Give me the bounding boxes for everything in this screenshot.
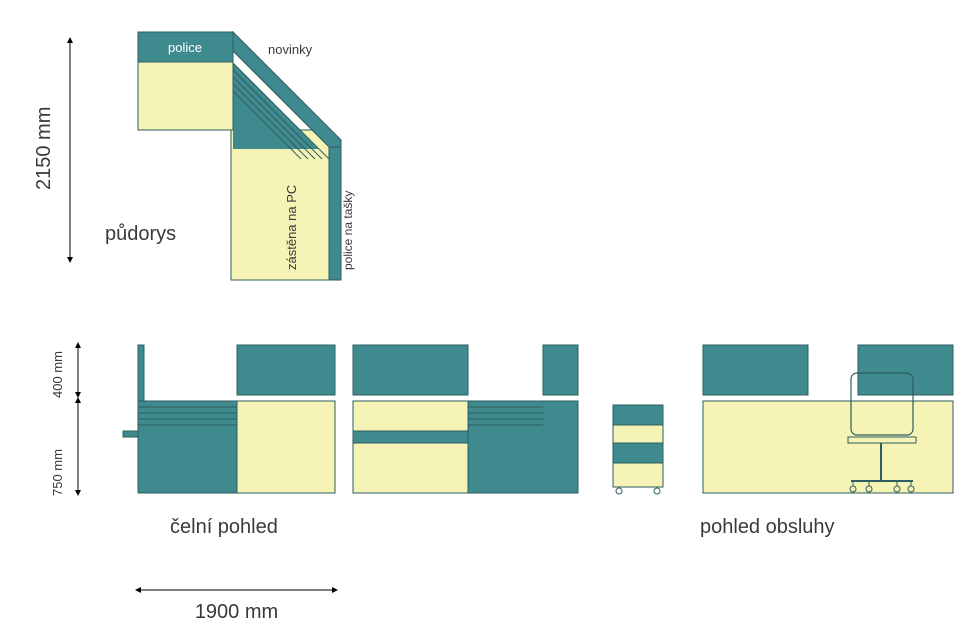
dim-750: 750 mm: [50, 449, 65, 496]
label-novinky: novinky: [268, 42, 313, 57]
label-police-tasky: police na tašky: [341, 191, 355, 270]
dim-400: 400 mm: [50, 351, 65, 398]
elevation-row: [123, 345, 953, 494]
viewname-obsluha: pohled obsluhy: [700, 516, 835, 538]
label-police: police: [168, 40, 202, 55]
label-zastena: zástěna na PC: [284, 185, 299, 270]
rolling-cabinet: [613, 405, 663, 494]
dim-2150: 2150 mm: [33, 107, 55, 190]
front-view-1: [123, 345, 335, 493]
dim-1900: 1900 mm: [195, 601, 278, 623]
front-view-2: [353, 345, 578, 493]
viewname-celni: čelní pohled: [170, 516, 278, 538]
wheel-icon: [616, 488, 622, 494]
service-view: [703, 345, 953, 493]
viewname-pudorys: půdorys: [105, 223, 176, 245]
furniture-diagram: police novinky zástěna na PC police na tašk…: [0, 0, 970, 640]
wheel-icon: [654, 488, 660, 494]
